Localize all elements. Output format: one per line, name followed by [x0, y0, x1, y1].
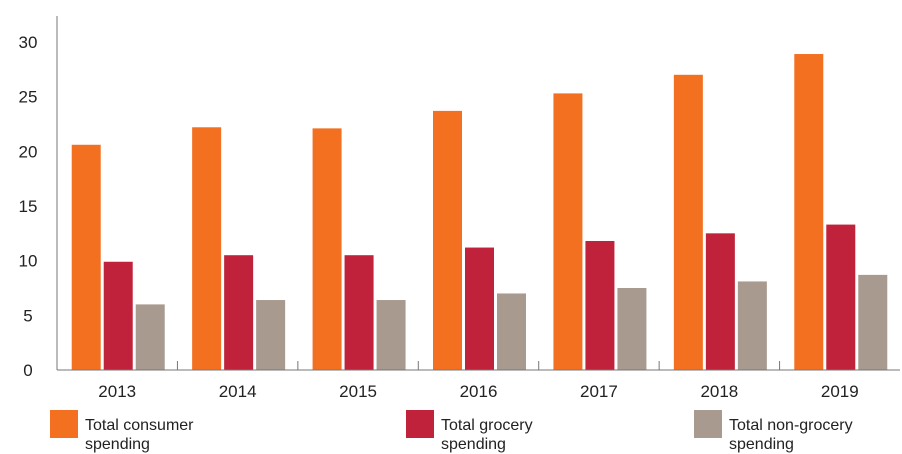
- legend-item-non-grocery: Total non-grocery spending: [694, 410, 859, 454]
- bar-2019-series-2: [826, 224, 856, 370]
- bar-2016-series-3: [497, 293, 526, 370]
- x-tick-label: 2016: [460, 382, 498, 400]
- y-axis-ticks: 0 5 10 15 20 25 30: [19, 33, 38, 380]
- y-tick-label: 20: [19, 142, 38, 161]
- legend-item-consumer: Total consumer spending: [50, 410, 215, 454]
- bars: [71, 54, 888, 371]
- bar-2018-series-1: [673, 74, 703, 371]
- bar-2015-series-2: [344, 255, 374, 370]
- bar-2015-series-3: [376, 300, 406, 370]
- bar-2014-series-1: [192, 127, 222, 370]
- bar-2019-series-1: [794, 54, 824, 370]
- bar-2017-series-1: [553, 93, 583, 371]
- y-tick-label: 0: [23, 361, 32, 380]
- legend-item-grocery: Total grocery spending: [406, 410, 571, 454]
- x-axis-ticks: 2013 2014 2015 2016 2017 2018 2019: [98, 361, 859, 400]
- y-tick-label: 25: [19, 88, 38, 107]
- legend-label-consumer: Total consumer spending: [85, 417, 194, 453]
- y-tick-label: 15: [19, 197, 38, 216]
- legend-swatch-non-grocery: [694, 410, 722, 438]
- y-tick-label: 10: [19, 252, 38, 271]
- x-tick-label: 2019: [821, 382, 859, 400]
- x-tick-label: 2017: [580, 382, 618, 400]
- bar-2014-series-2: [224, 255, 254, 370]
- legend-label-grocery: Total grocery spending: [441, 417, 533, 453]
- x-tick-label: 2013: [98, 382, 136, 400]
- bar-2013-series-2: [103, 261, 133, 370]
- bar-2017-series-2: [585, 240, 615, 370]
- y-tick-label: 5: [23, 306, 32, 325]
- bar-2019-series-3: [858, 274, 888, 370]
- bar-2016-series-2: [465, 247, 494, 370]
- bar-2015-series-1: [312, 128, 342, 370]
- bar-2018-series-2: [705, 233, 735, 370]
- legend-swatch-grocery: [406, 410, 434, 438]
- x-tick-label: 2018: [700, 382, 738, 400]
- legend-label-non-grocery: Total non-grocery spending: [729, 417, 853, 453]
- x-tick-label: 2014: [219, 382, 257, 400]
- bar-2018-series-3: [737, 281, 767, 370]
- y-tick-label: 30: [19, 33, 38, 52]
- x-tick-label: 2015: [339, 382, 377, 400]
- bar-2013-series-3: [135, 304, 165, 370]
- bar-2014-series-3: [256, 300, 286, 370]
- legend-swatch-consumer: [50, 410, 78, 438]
- bar-2013-series-1: [71, 144, 101, 370]
- bar-2017-series-3: [617, 288, 647, 370]
- bar-2016-series-1: [433, 110, 462, 370]
